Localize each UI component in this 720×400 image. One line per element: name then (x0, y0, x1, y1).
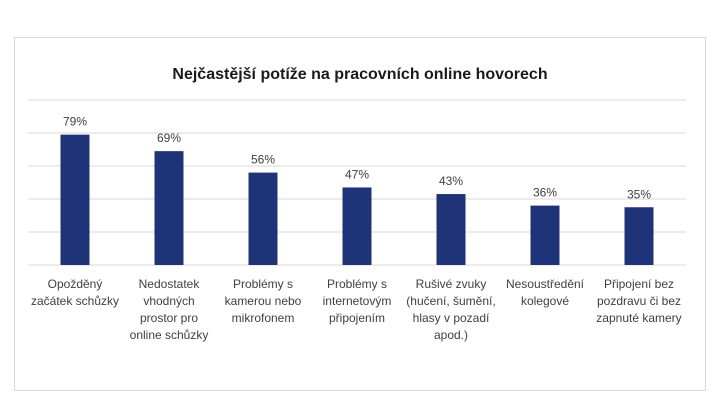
data-label-6: 36% (533, 186, 557, 200)
bar-1 (60, 134, 90, 265)
data-labels-group: 79% 69% 56% 47% 43% 36% 35% (63, 115, 651, 202)
category-label-5: Rušivé zvuky (hučení, šumění, hlasy v poza… (406, 277, 495, 342)
category-label-line: internetovým (323, 294, 392, 308)
category-label-line: kamerou nebo (225, 294, 302, 308)
category-label-7: Připojení bez pozdravu či bez zapnuté kame… (596, 277, 681, 325)
bar-2 (154, 151, 184, 265)
category-label-line: prostor pro (140, 311, 198, 325)
category-label-line: (hučení, šumění, (406, 294, 495, 308)
data-label-1: 79% (63, 115, 87, 129)
category-label-line: Rušivé zvuky (416, 277, 487, 291)
category-label-line: apod.) (434, 328, 468, 342)
category-label-line: hlasy v pozadí (413, 311, 490, 325)
data-label-2: 69% (157, 131, 181, 145)
category-labels-group: Opožděný začátek schůzky Nedostatek vhodnýc… (31, 277, 682, 342)
category-label-line: Nesoustředění (506, 277, 585, 291)
chart-title: Nejčastější potíže na pracovních online … (172, 66, 547, 83)
category-label-line: vhodných (143, 294, 194, 308)
bar-7 (624, 207, 654, 265)
bar-3 (248, 172, 278, 265)
category-label-4: Problémy s internetovým připojením (323, 277, 392, 325)
category-label-line: Problémy s (233, 277, 293, 291)
bars-group (60, 134, 654, 265)
data-label-7: 35% (627, 187, 651, 201)
category-label-line: Opožděný (48, 277, 103, 291)
category-label-line: Nedostatek (139, 277, 201, 291)
gridlines (28, 99, 686, 266)
category-label-line: připojením (329, 311, 385, 325)
category-label-line: mikrofonem (232, 311, 295, 325)
data-label-5: 43% (439, 174, 463, 188)
bar-6 (530, 205, 560, 265)
category-label-line: kolegové (521, 294, 569, 308)
data-label-4: 47% (345, 167, 369, 181)
category-label-line: Připojení bez (604, 277, 674, 291)
category-label-2: Nedostatek vhodných prostor pro online schů… (130, 277, 209, 342)
category-label-line: začátek schůzky (31, 294, 119, 308)
category-label-line: zapnuté kamery (596, 311, 681, 325)
bar-4 (342, 187, 372, 265)
data-label-3: 56% (251, 153, 275, 167)
bar-5 (436, 194, 466, 265)
category-label-6: Nesoustředění kolegové (506, 277, 585, 308)
category-label-line: online schůzky (130, 328, 209, 342)
category-label-3: Problémy s kamerou nebo mikrofonem (225, 277, 302, 325)
category-label-1: Opožděný začátek schůzky (31, 277, 119, 308)
category-label-line: Problémy s (327, 277, 387, 291)
category-label-line: pozdravu či bez (597, 294, 681, 308)
